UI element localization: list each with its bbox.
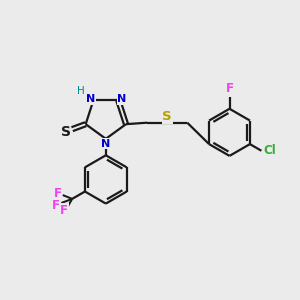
Text: F: F bbox=[52, 199, 60, 212]
Text: N: N bbox=[101, 139, 110, 148]
Text: N: N bbox=[86, 94, 95, 104]
Text: F: F bbox=[226, 82, 233, 95]
Text: F: F bbox=[53, 187, 62, 200]
Text: H: H bbox=[77, 86, 85, 96]
Text: N: N bbox=[117, 94, 127, 104]
Text: S: S bbox=[162, 110, 172, 123]
Text: F: F bbox=[60, 204, 68, 217]
Text: S: S bbox=[61, 124, 70, 139]
Text: Cl: Cl bbox=[263, 144, 276, 157]
